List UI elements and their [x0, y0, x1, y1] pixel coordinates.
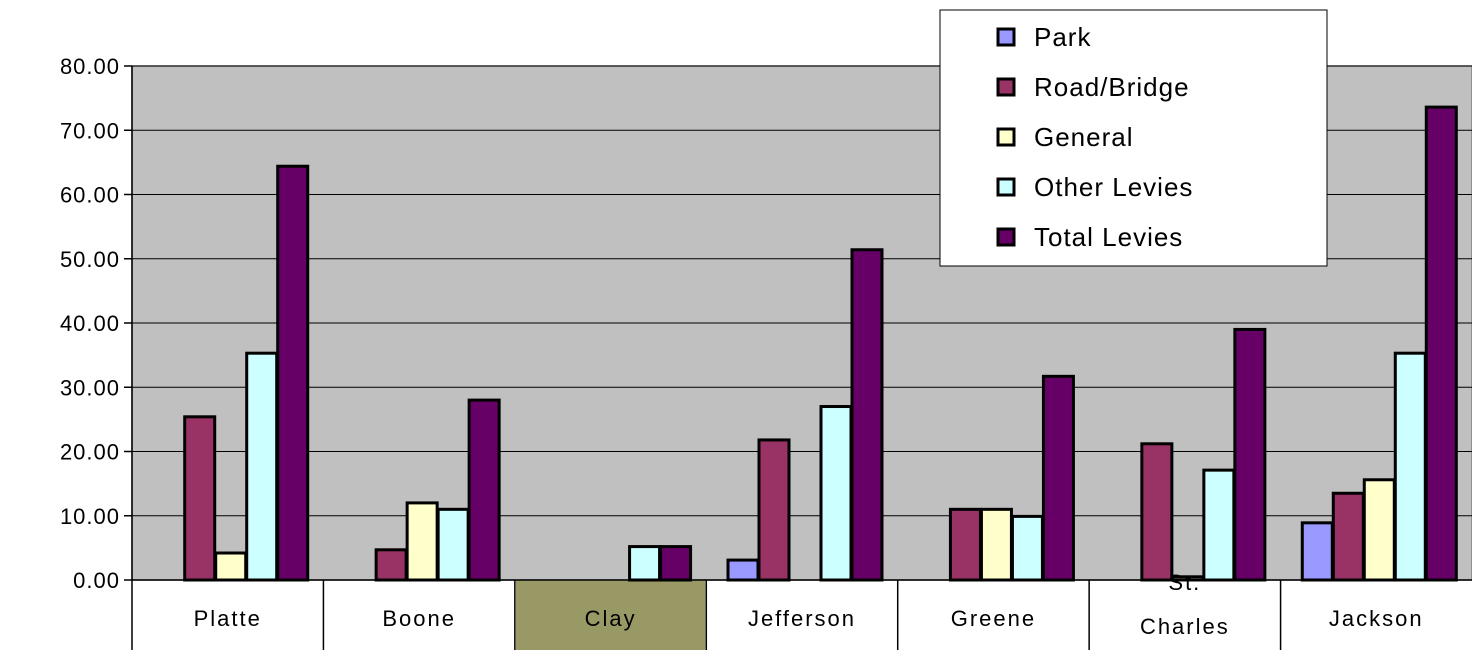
bars [183, 105, 1458, 582]
category-highlight-cell [515, 580, 706, 650]
legend-label-park: Park [1034, 22, 1091, 52]
bar-total-levies-boone [467, 398, 501, 582]
category-axis-cells [131, 580, 1282, 650]
axes [131, 66, 1472, 581]
bar-road-bridge-jefferson [757, 438, 791, 582]
legend: Park Road/Bridge General Other Levies Total … [939, 9, 1328, 267]
category-label-platte: Platte [194, 606, 262, 631]
bar-total-levies-st-charles [1233, 327, 1267, 582]
bar-road-bridge-jackson [1331, 491, 1365, 582]
category-labels: Platte Boone Clay Jefferson Greene St. Charles… [194, 570, 1424, 639]
category-label-clay: Clay [585, 606, 637, 631]
y-tick-label: 60.00 [60, 183, 120, 208]
legend-label-road-bridge: Road/Bridge [1034, 72, 1190, 102]
y-tick-label: 20.00 [60, 440, 120, 465]
category-label-boone: Boone [382, 606, 456, 631]
y-tick-label: 0.00 [73, 568, 120, 593]
bar-general-boone [405, 501, 439, 582]
bar-road-bridge-greene [948, 507, 982, 582]
y-tick-label: 50.00 [60, 247, 120, 272]
bar-total-levies-platte [276, 164, 310, 582]
category-label-jefferson: Jefferson [748, 606, 856, 631]
bar-other-levies-clay [628, 545, 662, 582]
category-label-jackson: Jackson [1329, 606, 1424, 631]
bar-other-levies-platte [245, 351, 279, 582]
bar-general-jackson [1362, 478, 1396, 582]
legend-swatch-park [996, 27, 1016, 47]
bar-other-levies-jackson [1393, 351, 1427, 582]
legend-swatch-road-bridge [996, 77, 1016, 97]
bar-total-levies-jefferson [850, 248, 884, 582]
bar-total-levies-clay [659, 545, 693, 582]
bar-road-bridge-st-charles [1140, 442, 1174, 582]
bar-general-platte [214, 551, 248, 582]
category-label-greene: Greene [951, 606, 1036, 631]
legend-label-total-levies: Total Levies [1034, 222, 1183, 252]
legend-label-other-levies: Other Levies [1034, 172, 1193, 202]
y-axis-tick-labels: 0.00 10.00 20.00 30.00 40.00 50.00 60.00 70.00 8… [60, 54, 120, 593]
y-tick-label: 70.00 [60, 118, 120, 143]
bar-other-levies-st-charles [1202, 468, 1236, 582]
bar-total-levies-greene [1041, 374, 1075, 582]
bar-park-jackson [1300, 521, 1334, 582]
bar-total-levies-jackson [1424, 105, 1458, 582]
y-tick-label: 10.00 [60, 504, 120, 529]
bar-road-bridge-platte [183, 415, 217, 582]
y-tick-label: 30.00 [60, 375, 120, 400]
bar-road-bridge-boone [374, 548, 408, 582]
y-tick-label: 80.00 [60, 54, 120, 79]
bar-other-levies-boone [436, 507, 470, 582]
legend-label-general: General [1034, 122, 1134, 152]
bar-other-levies-greene [1010, 514, 1044, 582]
y-tick-label: 40.00 [60, 311, 120, 336]
bar-general-greene [979, 507, 1013, 582]
category-label-st-charles: Charles [1140, 614, 1230, 639]
bar-other-levies-jefferson [819, 405, 853, 582]
category-label-st-charles: St. [1168, 570, 1201, 595]
bar-park-jefferson [726, 558, 760, 582]
legend-swatch-other-levies [996, 177, 1016, 197]
legend-swatch-total-levies [996, 227, 1016, 247]
legend-swatch-general [996, 127, 1016, 147]
